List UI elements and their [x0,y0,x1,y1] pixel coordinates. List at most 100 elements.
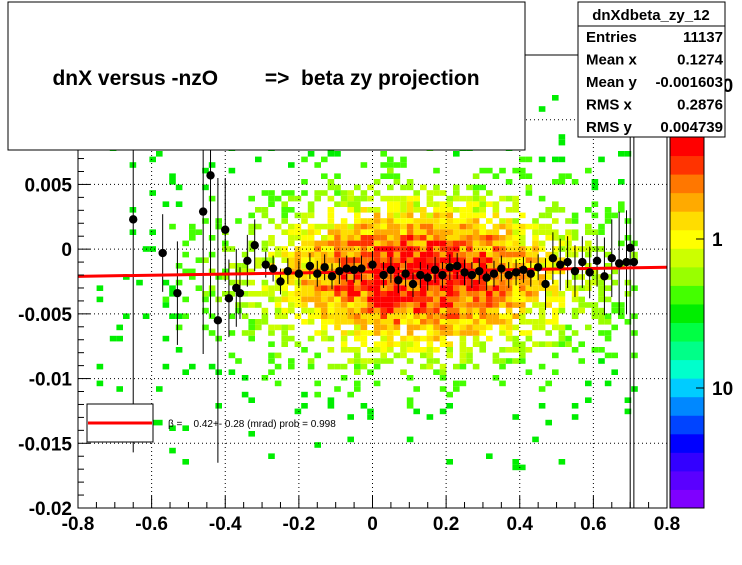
heatmap-cell [512,218,519,224]
heatmap-cell [367,313,374,319]
heatmap-cell [466,352,473,359]
tick-labels: -0.8-0.6-0.4-0.200.20.40.60.80.010.0050-… [18,111,680,535]
profile-point [541,279,550,289]
heatmap-cell [334,263,341,269]
heatmap-cell [499,218,506,224]
heatmap-cell [321,285,328,291]
heatmap-cell [525,335,533,342]
heatmap-cell [439,386,447,392]
profile-point [519,265,528,275]
heatmap-cell [565,229,572,235]
heatmap-cell [446,212,453,219]
z-color-segment [670,155,704,175]
heatmap-cell [387,201,394,207]
heatmap-cell [472,279,480,286]
heatmap-cell [604,335,612,342]
heatmap-cell [585,279,592,286]
heatmap-cell [413,229,420,235]
heatmap-cell [162,335,170,342]
heatmap-cell [585,263,592,269]
heatmap-cell [281,212,288,219]
heatmap-cell [406,274,414,280]
heatmap-cell [228,291,236,297]
heatmap-cell [618,207,625,213]
heatmap-cell [169,447,176,454]
heatmap-cell [261,319,269,325]
heatmap-cell [327,240,335,247]
heatmap-cell [360,190,368,196]
heatmap-cell [274,324,282,331]
heatmap-cell [380,313,387,319]
heatmap-cell [585,223,592,230]
heatmap-cell [334,307,341,314]
heatmap-cell [505,257,513,263]
heatmap-cell [281,285,288,291]
heatmap-cell [393,313,401,319]
heatmap-cell [578,246,585,252]
heatmap-cell [512,335,519,342]
heatmap-cell [406,223,414,230]
heatmap-cell [248,335,255,342]
heatmap-cell [525,184,533,191]
heatmap-cell [321,296,328,303]
heatmap-cell [433,319,440,325]
heatmap-cell [538,313,546,319]
heatmap-cell [433,207,440,213]
heatmap-cell [505,330,513,336]
heatmap-cell [340,285,348,291]
heatmap-cell [301,291,308,297]
heatmap-cell [552,218,559,224]
heatmap-cell [149,229,156,235]
heatmap-cell [380,302,387,308]
heatmap-cell [393,218,401,224]
heatmap-cell [149,156,156,163]
heatmap-cell [598,358,605,364]
heatmap-cell [426,296,434,303]
heatmap-cell [598,307,605,314]
heatmap-cell [334,285,341,291]
heatmap-cell [519,358,526,364]
heatmap-cell [327,285,335,291]
heatmap-cell [340,291,348,297]
heatmap-cell [519,263,526,269]
heatmap-cell [202,296,209,303]
heatmap-cell [578,302,585,308]
heatmap-cell [208,235,216,241]
heatmap-cell [525,257,533,263]
heatmap-cell [235,218,242,224]
heatmap-cell [367,274,374,280]
heatmap-cell [261,279,269,286]
heatmap-cell [558,307,566,314]
heatmap-cell [585,397,592,403]
x-tick-label: -0.8 [62,514,95,535]
heatmap-cell [307,235,315,241]
heatmap-cell [611,324,618,331]
heatmap-cell [545,341,552,347]
heatmap-cell [268,285,275,291]
heatmap-cell [413,324,420,331]
heatmap-cell [235,279,242,286]
profile-point [320,263,329,272]
heatmap-cell [453,240,460,247]
z-color-segment [670,359,704,379]
heatmap-cell [182,459,189,465]
heatmap-cell [400,207,407,213]
heatmap-cell [169,223,176,230]
heatmap-cell [360,223,368,230]
heatmap-cell [314,313,321,319]
heatmap-cell [420,184,427,191]
heatmap-cell [334,279,341,286]
heatmap-cell [327,263,335,269]
heatmap-cell [519,167,526,174]
heatmap-cell [466,296,473,303]
profile-point [349,265,359,275]
x-tick-label: -0.2 [283,514,316,535]
heatmap-cell [519,274,526,280]
heatmap-cell [406,285,414,291]
heatmap-cell [604,218,612,224]
profile-point [622,257,631,267]
heatmap-cell [248,291,255,297]
heatmap-cell [472,173,480,179]
heatmap-cell [439,235,447,241]
heatmap-cell [393,240,401,247]
